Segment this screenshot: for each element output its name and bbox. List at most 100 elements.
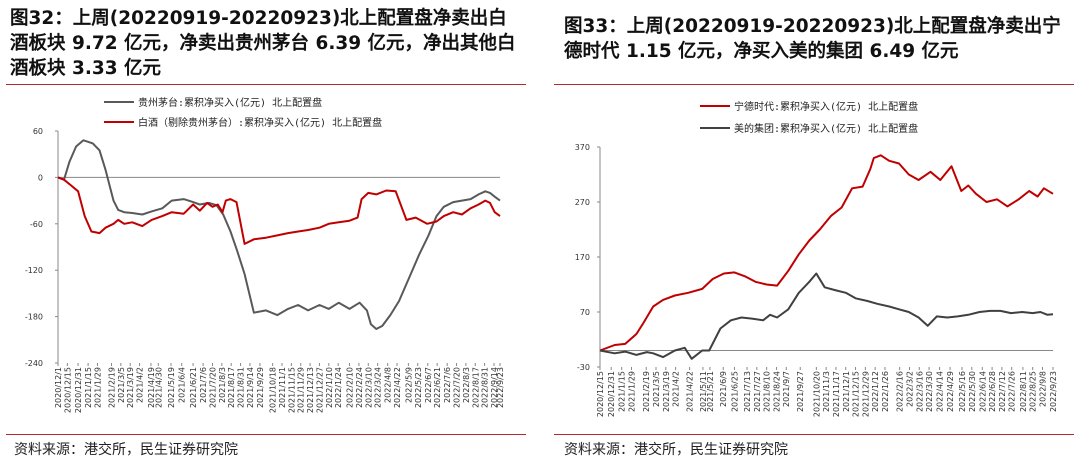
figure-33-top-rule — [554, 84, 1074, 85]
x-tick-label: 2021/9/27 — [796, 371, 805, 412]
x-tick-label: 2022/8/17 — [471, 367, 480, 408]
x-tick-label: 2022/4/22 — [393, 367, 402, 408]
y-tick-label: 370 — [575, 143, 590, 152]
y-tick-label: -30 — [577, 363, 590, 372]
x-tick-label: 2021/5/21 — [706, 371, 715, 412]
figure-33-bottom-rule — [554, 434, 1074, 435]
x-tick-label: 2021/8/3 — [218, 367, 227, 403]
x-tick-label: 2021/6/9 — [719, 371, 728, 407]
x-tick-label: 2022/1/12 — [871, 371, 880, 412]
x-tick-label: 2021/3/19 — [662, 371, 671, 412]
x-tick-label: 2020/12/15 — [596, 371, 605, 417]
y-tick-label: 60 — [33, 127, 43, 136]
x-tick-label: 2021/6/25 — [730, 371, 739, 412]
x-tick-label: 2021/12/29 — [861, 371, 870, 417]
x-tick-label: 2020/12/1 — [54, 367, 63, 408]
x-tick-label: 2021/4/22 — [686, 371, 695, 412]
y-tick-label: -120 — [25, 266, 43, 275]
x-tick-label: 2022/7/12 — [998, 371, 1007, 412]
x-tick-label: 2022/8/3 — [462, 367, 471, 403]
x-tick-label: 2022/5/16 — [958, 371, 967, 412]
x-tick-label: 2022/3/16 — [915, 371, 924, 412]
x-tick-label: 2022/6/14 — [978, 371, 987, 412]
chart-panel-figure-33: 图33：上周(20220919-20220923)北上配置盘净卖出宁德时代 1.… — [548, 0, 1080, 465]
x-tick-label: 2021/4/30 — [154, 367, 163, 408]
x-tick-label: 2021/4/2 — [672, 371, 681, 407]
x-tick-label: 2021/1/15 — [84, 367, 93, 408]
x-tick-label: 2021/12/13 — [306, 367, 315, 413]
legend-label-1: 宁德时代:累积净买入(亿元) 北上配置盘 — [734, 100, 918, 113]
series-line-1 — [599, 154, 1054, 352]
x-tick-label: 2022/6/28 — [988, 371, 997, 412]
figure-33-source: 资料来源：港交所，民生证券研究院 — [564, 442, 788, 458]
x-tick-label: 2021/1/29 — [93, 367, 102, 408]
legend-label-2: 美的集团:累积净买入(亿元) 北上配置盘 — [734, 122, 918, 135]
x-tick-label: 2022/9/23 — [496, 367, 505, 408]
x-tick-label: 2021/4/2 — [136, 367, 145, 403]
figure-32-bottom-rule — [6, 434, 526, 435]
x-tick-label: 2022/9/23 — [1049, 371, 1058, 412]
x-tick-label: 2021/3/5 — [652, 371, 661, 407]
x-tick-label: 2022/2/10 — [346, 367, 355, 408]
y-tick-label: -60 — [30, 220, 43, 229]
figure-32-title: 图32：上周(20220919-20220923)北上配置盘净卖出白酒板块 9.… — [10, 8, 516, 79]
x-tick-label: 2021/9/29 — [256, 367, 265, 408]
x-tick-label: 2021/7/6 — [199, 367, 208, 403]
x-tick-label: 2020/12/31 — [74, 367, 83, 413]
x-tick-label: 2021/8/24 — [772, 371, 781, 412]
x-tick-label: 2022/7/20 — [453, 367, 462, 408]
x-tick-label: 2022/6/21 — [433, 367, 442, 408]
x-tick-label: 2021/10/20 — [812, 371, 821, 417]
x-tick-label: 2021/1/29 — [628, 371, 637, 412]
series-line-2 — [57, 176, 501, 245]
x-tick-label: 2022/8/11 — [1019, 371, 1028, 412]
x-tick-label: 2021/4/19 — [147, 367, 156, 408]
x-tick-label: 2022/4/14 — [936, 371, 945, 412]
x-tick-label: 2021/8/10 — [763, 371, 772, 412]
figure-33-title: 图33：上周(20220919-20220923)北上配置盘净卖出宁德时代 1.… — [564, 16, 1061, 62]
x-tick-label: 2021/9/7 — [782, 371, 791, 407]
y-tick-label: 270 — [575, 198, 590, 207]
x-tick-label: 2021/12/1 — [842, 371, 851, 412]
x-tick-label: 2022/8/31 — [481, 367, 490, 408]
y-tick-label: -180 — [25, 313, 43, 322]
x-tick-label: 2021/7/27 — [753, 371, 762, 412]
x-tick-label: 2022/5/9 — [404, 367, 413, 403]
x-tick-label: 2022/1/26 — [881, 371, 890, 412]
x-tick-label: 2021/3/19 — [126, 367, 135, 408]
figure-32-top-rule — [6, 84, 526, 85]
x-tick-label: 2022/3/2 — [905, 371, 914, 407]
x-tick-label: 2022/2/16 — [896, 371, 905, 412]
x-tick-label: 2021/12/27 — [315, 367, 324, 413]
x-tick-label: 2021/12/15 — [852, 371, 861, 417]
legend-label-1: 贵州茅台:累积净买入(亿元) 北上配置盘 — [138, 96, 322, 109]
x-tick-label: 2022/4/29 — [946, 371, 955, 412]
x-tick-label: 2022/9/14 — [490, 367, 499, 408]
chart-panel-figure-32: 图32：上周(20220919-20220923)北上配置盘净卖出白酒板块 9.… — [0, 0, 532, 465]
x-tick-label: 2022/3/24 — [374, 367, 383, 408]
x-tick-label: 2022/1/24 — [334, 367, 343, 408]
x-tick-label: 2022/4/8 — [384, 367, 393, 403]
x-tick-label: 2021/9/14 — [246, 367, 255, 408]
x-tick-label: 2021/8/31 — [237, 367, 246, 408]
x-tick-label: 2022/5/30 — [968, 371, 977, 412]
figure-32-source: 资料来源：港交所，民生证券研究院 — [14, 442, 238, 458]
y-tick-label: 70 — [580, 308, 590, 317]
x-tick-label: 2022/3/30 — [925, 371, 934, 412]
x-tick-label: 2021/7/20 — [208, 367, 217, 408]
x-tick-label: 2021/5/19 — [167, 367, 176, 408]
x-tick-label: 2022/8/25 — [1029, 371, 1038, 412]
legend-label-2: 白酒（剔除贵州茅台）:累积净买入(亿元) 北上配置盘 — [138, 116, 382, 129]
x-tick-label: 2021/2/19 — [642, 371, 651, 412]
y-tick-label: 0 — [38, 173, 43, 182]
x-tick-label: 2022/7/6 — [443, 367, 452, 403]
x-tick-label: 2022/1/10 — [325, 367, 334, 408]
series-line-2 — [599, 272, 1054, 360]
x-tick-label: 2021/11/3 — [822, 371, 831, 412]
x-tick-label: 2021/11/1 — [278, 367, 287, 408]
x-tick-label: 2021/8/17 — [227, 367, 236, 408]
x-tick-label: 2021/5/11 — [699, 371, 708, 412]
x-tick-label: 2021/3/5 — [117, 367, 126, 403]
y-tick-label: 170 — [575, 253, 590, 262]
